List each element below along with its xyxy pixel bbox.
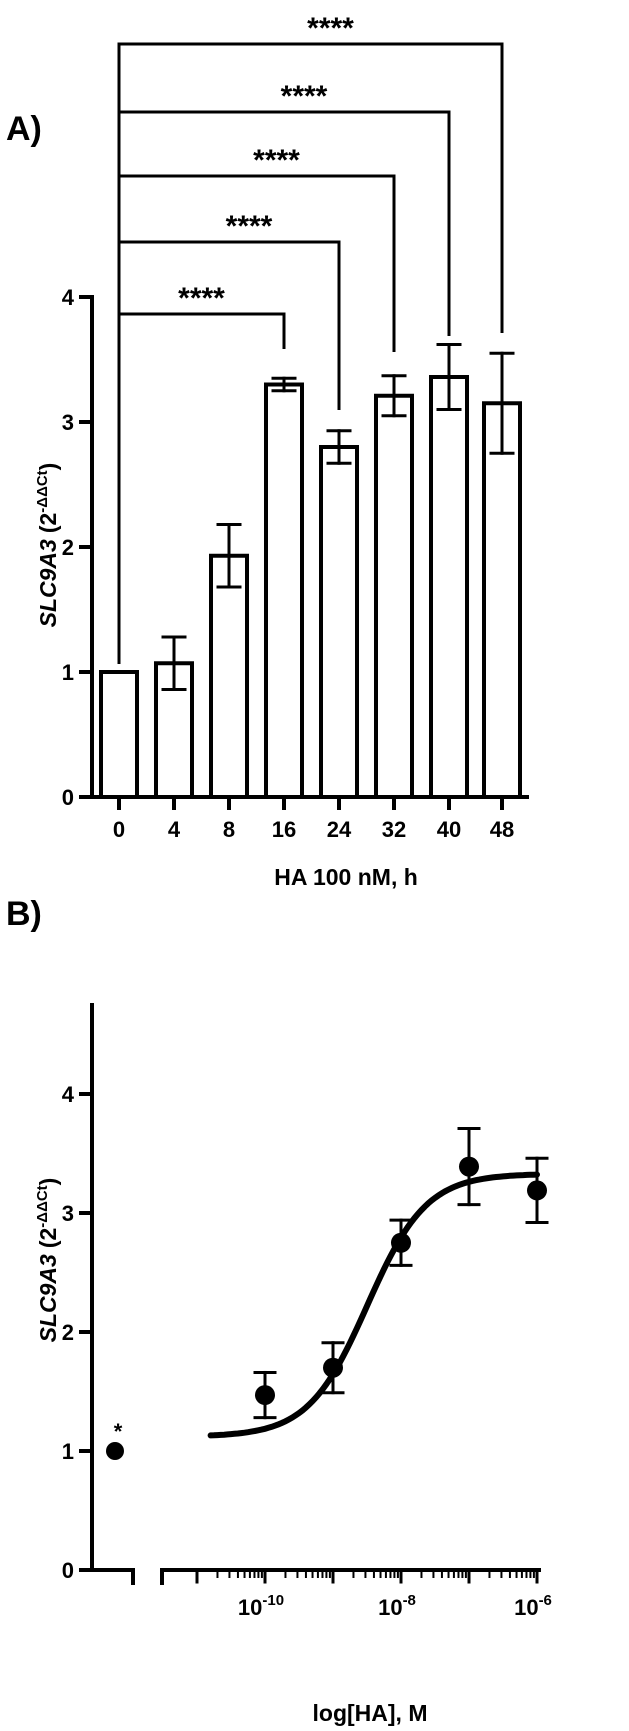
panel-b-y-axis-close: ) bbox=[35, 1178, 61, 1186]
panel-a-significance-label: **** bbox=[178, 282, 225, 315]
panel-a-y-axis-title: SLC9A3 (2-ΔΔCt) bbox=[34, 463, 61, 628]
panel-b-y-tick-label: 1 bbox=[62, 1439, 74, 1464]
panel-b-y-tick-label: 2 bbox=[62, 1320, 74, 1345]
panel-a-bar bbox=[429, 375, 469, 799]
panel-b-x-tick-exponent: -6 bbox=[539, 1592, 552, 1609]
panel-a-x-axis-title: HA 100 nM, h bbox=[274, 864, 418, 890]
panel-a-x-tick-label: 40 bbox=[437, 817, 461, 842]
panel-b-data-point bbox=[323, 1357, 343, 1378]
panel-a-y-tick-label: 0 bbox=[62, 785, 74, 810]
panel-b-data-point bbox=[459, 1156, 479, 1177]
panel-b-control-marker: * bbox=[114, 1419, 123, 1444]
panel-b-x-tick-base: 10 bbox=[238, 1595, 262, 1620]
panel-a-bar bbox=[482, 401, 522, 799]
panel-b-y-axis-unit: (2 bbox=[35, 1228, 61, 1248]
panel-a-bar bbox=[319, 445, 359, 799]
panel-a-x-tick-label: 16 bbox=[272, 817, 296, 842]
panel-a-y-tick-label: 2 bbox=[62, 535, 74, 560]
panel-b-control-point bbox=[106, 1442, 124, 1460]
panel-b-y-axis-title: SLC9A3 (2-ΔΔCt) bbox=[34, 1178, 61, 1343]
panel-a-y-axis-close: ) bbox=[35, 463, 61, 471]
panel-a-x-tick-label: 32 bbox=[382, 817, 406, 842]
panel-a-bar bbox=[374, 393, 414, 799]
panel-b-y-axis-exponent: -ΔΔCt bbox=[34, 1185, 51, 1227]
panel-a-significance-label: **** bbox=[307, 12, 354, 45]
panel-b-x-axis-title: log[HA], M bbox=[313, 1700, 428, 1726]
panel-a-bar bbox=[99, 670, 139, 799]
panel-b-data-point bbox=[391, 1232, 411, 1253]
panel-b-x-tick-label: 10-6 bbox=[514, 1592, 552, 1620]
panel-a-y-tick-label: 1 bbox=[62, 660, 74, 685]
panel-a-y-axis-gene: SLC9A3 bbox=[35, 539, 61, 627]
panel-a-x-tick-label: 0 bbox=[113, 817, 125, 842]
panel-a-bar bbox=[209, 553, 249, 799]
panel-a-significance-bracket bbox=[117, 312, 286, 664]
panel-a-bars bbox=[99, 343, 522, 799]
panel-a-significance-label: **** bbox=[226, 210, 273, 243]
panel-b-x-tick-exponent: -8 bbox=[403, 1592, 416, 1609]
panel-b-x-tick-base: 10 bbox=[378, 1595, 402, 1620]
panel-a-x-tick-label: 48 bbox=[490, 817, 514, 842]
panel-b-x-tick-exponent: -10 bbox=[262, 1592, 284, 1609]
panel-b-data-point bbox=[527, 1180, 547, 1201]
panel-b-label: B) bbox=[6, 895, 42, 933]
panel-a-x-tick-label: 8 bbox=[223, 817, 235, 842]
panel-a-label: A) bbox=[6, 110, 42, 148]
panel-b-x-tick-label: 10-8 bbox=[378, 1592, 416, 1620]
panel-b-y-axis-gene: SLC9A3 bbox=[35, 1254, 61, 1342]
panel-a-y-axis-unit: (2 bbox=[35, 513, 61, 533]
panel-a-bar bbox=[264, 382, 304, 799]
panel-a-significance: **** **** **** **** **** bbox=[117, 12, 504, 664]
panel-b-fit-curve bbox=[207, 1171, 540, 1439]
panel-b-y-tick-label: 4 bbox=[62, 1082, 75, 1107]
panel-a-y-axis-exponent: -ΔΔCt bbox=[34, 470, 51, 512]
panel-b-x-tick-label: 10-10 bbox=[238, 1592, 284, 1620]
panel-a-x-tick-label: 24 bbox=[327, 817, 352, 842]
panel-a-significance-bracket bbox=[117, 42, 504, 664]
panel-a-y-tick-label: 4 bbox=[62, 285, 75, 310]
panel-b-y-tick-label: 0 bbox=[62, 1558, 74, 1583]
panel-a-y-tick-label: 3 bbox=[62, 410, 74, 435]
panel-a-significance-label: **** bbox=[281, 80, 328, 113]
panel-b-y-tick-label: 3 bbox=[62, 1201, 74, 1226]
panel-b-data-point bbox=[255, 1385, 275, 1406]
panel-a-x-tick-label: 4 bbox=[168, 817, 181, 842]
panel-b-x-tick-base: 10 bbox=[514, 1595, 538, 1620]
panel-b-plot: * bbox=[106, 1127, 549, 1460]
panel-a-significance-label: **** bbox=[253, 144, 300, 177]
